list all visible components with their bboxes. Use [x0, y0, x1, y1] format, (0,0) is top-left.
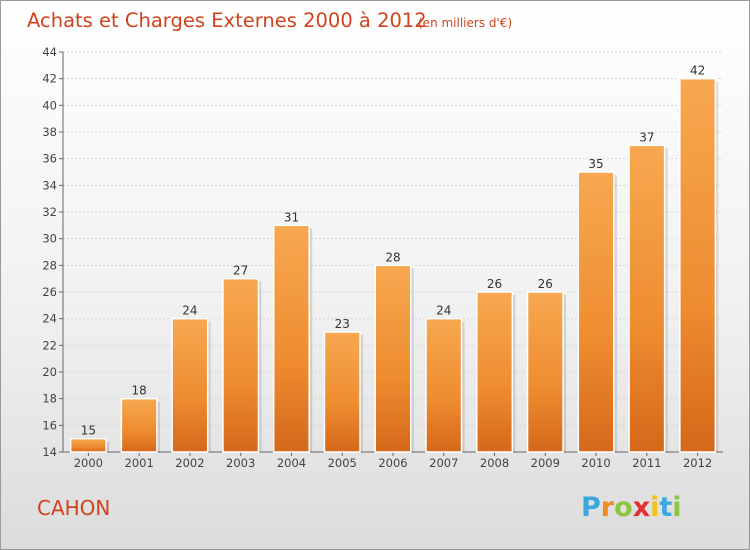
value-label-2012: 42 [690, 64, 705, 78]
x-tick-label: 2004 [277, 456, 306, 470]
y-tick-label: 18 [42, 392, 57, 406]
logo-letter: r [601, 492, 615, 523]
bar-2012 [679, 77, 717, 453]
bars [69, 77, 719, 453]
value-label-2000: 15 [81, 424, 96, 438]
bar-2004 [272, 224, 310, 453]
y-tick-label: 28 [42, 258, 57, 272]
value-label-2009: 26 [538, 277, 553, 291]
logo-letter: i [650, 492, 659, 523]
value-label-2007: 24 [436, 304, 451, 318]
logo-letter: o [614, 492, 633, 523]
bar-2009 [526, 291, 564, 453]
y-tick-label: 40 [42, 98, 57, 112]
x-tick-label: 2002 [175, 456, 204, 470]
y-tick-label: 32 [42, 205, 57, 219]
x-tick-label: 2011 [632, 456, 661, 470]
bar-2010 [577, 171, 615, 453]
value-label-2006: 28 [385, 250, 400, 264]
y-tick-labels: 14 16 18 20 22 24 26 28 30 32 34 36 38 40 42 44 [42, 45, 57, 459]
logo-letter: P [581, 492, 601, 523]
x-tick-label: 2009 [531, 456, 560, 470]
value-label-2010: 35 [588, 157, 603, 171]
bar-2008 [476, 291, 514, 453]
y-tick-label: 22 [42, 338, 57, 352]
y-tick-label: 20 [42, 365, 57, 379]
x-tick-label: 2003 [226, 456, 255, 470]
y-tick-label: 38 [42, 125, 57, 139]
bar-2007 [425, 317, 463, 453]
logo-letter: t [659, 492, 672, 523]
value-label-2002: 24 [182, 304, 197, 318]
bar-2011 [628, 144, 666, 453]
y-tick-label: 44 [42, 45, 57, 59]
y-tick-label: 30 [42, 232, 57, 246]
y-tick-label: 26 [42, 285, 57, 299]
value-label-2008: 26 [487, 277, 502, 291]
bar-2005 [323, 331, 361, 453]
x-tick-labels: 2000 2001 2002 2003 2004 2005 2006 2007 2008 2009… [74, 456, 713, 470]
y-tick-label: 42 [42, 72, 57, 86]
y-tick-label: 24 [42, 312, 57, 326]
y-tick-label: 34 [42, 178, 57, 192]
x-tick-label: 2012 [683, 456, 712, 470]
value-label-2011: 37 [639, 130, 654, 144]
logo-letter: x [633, 492, 650, 523]
x-tick-label: 2006 [378, 456, 407, 470]
chart-title: Achats et Charges Externes 2000 à 2012 [27, 9, 427, 32]
bar-2000 [69, 437, 107, 453]
x-tick-label: 2008 [480, 456, 509, 470]
logo-letter: i [672, 492, 681, 523]
value-labels: 15 18 24 27 31 23 28 24 26 26 35 37 42 [81, 64, 706, 438]
value-label-2005: 23 [335, 317, 350, 331]
bar-2002 [171, 317, 209, 453]
y-tick-label: 16 [42, 418, 57, 432]
x-tick-label: 2005 [328, 456, 357, 470]
bar-2001 [120, 397, 158, 453]
chart-subtitle: (en milliers d'€) [418, 16, 512, 30]
proxiti-logo: Proxiti [581, 492, 682, 523]
value-label-2004: 31 [284, 210, 299, 224]
x-tick-label: 2000 [74, 456, 103, 470]
y-tick-label: 36 [42, 152, 57, 166]
x-tick-label: 2007 [429, 456, 458, 470]
x-tick-label: 2001 [125, 456, 154, 470]
x-tick-label: 2010 [581, 456, 610, 470]
value-label-2001: 18 [132, 384, 147, 398]
bar-2006 [374, 264, 412, 453]
commune-name: CAHON [37, 496, 110, 520]
value-label-2003: 27 [233, 264, 248, 278]
bar-2003 [222, 277, 260, 453]
y-tick-label: 14 [42, 445, 57, 459]
